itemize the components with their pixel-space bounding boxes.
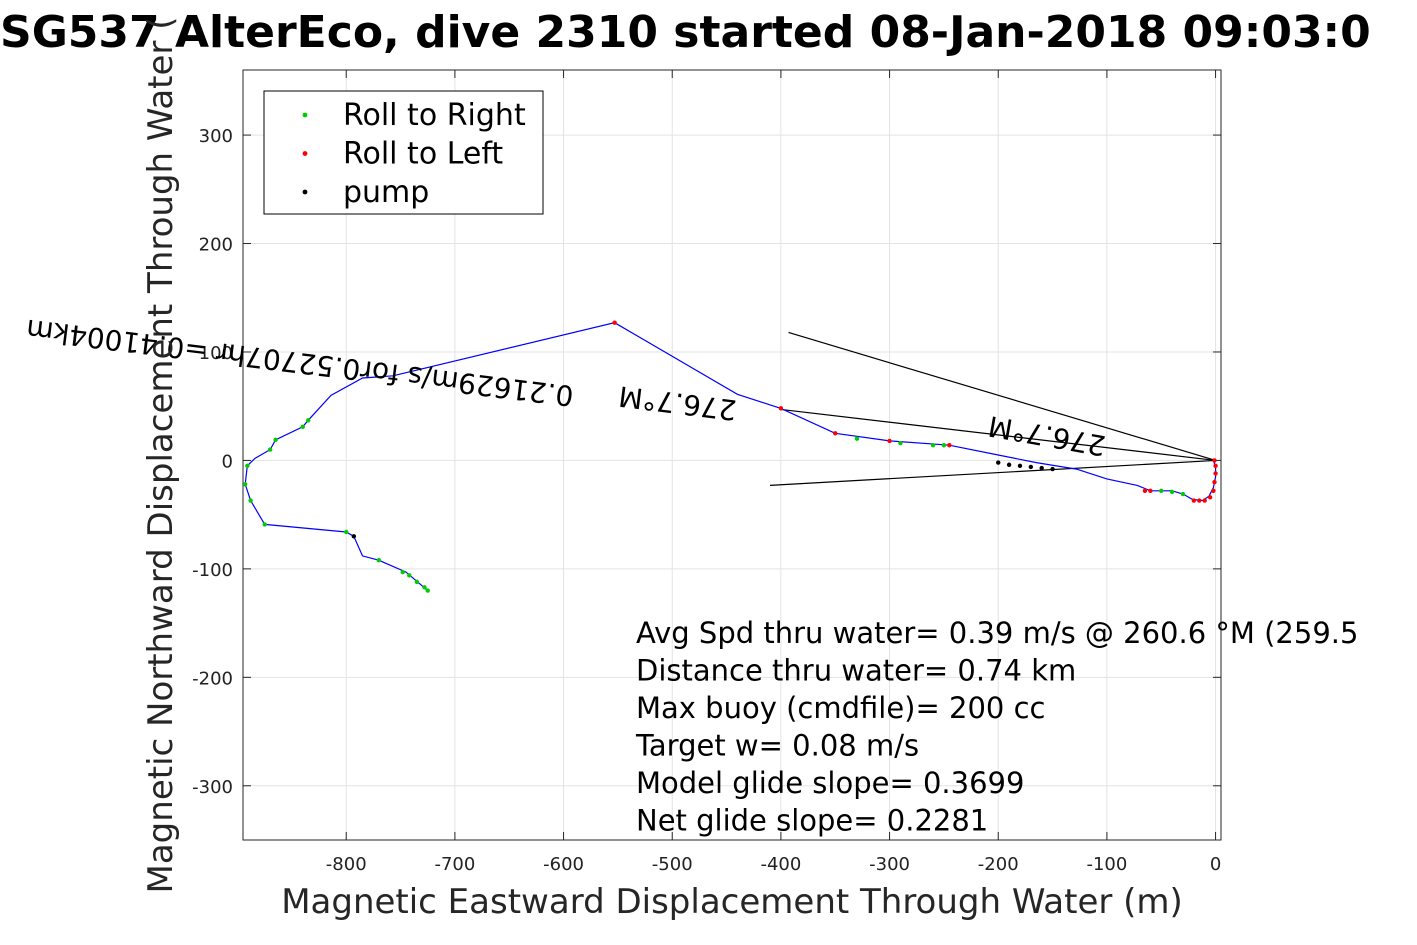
roll-right-marker bbox=[262, 522, 267, 527]
legend-marker bbox=[302, 189, 308, 195]
roll-right-marker bbox=[1180, 491, 1186, 497]
roll-right-marker bbox=[306, 418, 311, 423]
y-tick-label: -300 bbox=[192, 777, 233, 798]
heading-annotation: 276.7°M bbox=[986, 409, 1108, 462]
x-tick-label: -800 bbox=[326, 854, 367, 875]
markers-layer bbox=[242, 320, 1218, 593]
x-tick-label: -400 bbox=[760, 854, 801, 875]
y-tick-label: 100 bbox=[199, 343, 233, 364]
pump-marker bbox=[1028, 464, 1034, 470]
x-tick-label: -600 bbox=[543, 854, 584, 875]
roll-left-marker bbox=[1202, 498, 1207, 503]
x-tick-label: -200 bbox=[978, 854, 1019, 875]
roll-right-marker bbox=[1159, 488, 1164, 493]
x-axis-label: Magnetic Eastward Displacement Through W… bbox=[281, 882, 1183, 922]
roll-left-marker bbox=[1142, 488, 1148, 493]
y-tick-label: 0 bbox=[222, 451, 233, 472]
roll-left-marker bbox=[612, 320, 617, 325]
roll-left-marker bbox=[1211, 488, 1216, 493]
roll-left-marker bbox=[887, 438, 892, 444]
x-tick-label: -700 bbox=[434, 854, 475, 875]
stat-line: Net glide slope= 0.2281 bbox=[636, 804, 988, 838]
stat-line: Model glide slope= 0.3699 bbox=[636, 766, 1024, 800]
roll-right-marker bbox=[425, 588, 430, 593]
roll-right-marker bbox=[400, 569, 405, 575]
stat-line: Avg Spd thru water= 0.39 m/s @ 260.6 °M … bbox=[636, 616, 1358, 650]
roll-right-marker bbox=[898, 440, 903, 446]
roll-right-marker bbox=[407, 573, 412, 578]
roll-right-marker bbox=[422, 585, 427, 590]
roll-left-marker bbox=[1212, 458, 1217, 463]
y-tick-label: -100 bbox=[192, 560, 233, 581]
grid-lines bbox=[243, 70, 1221, 840]
roll-left-marker bbox=[1213, 471, 1218, 476]
roll-left-marker bbox=[1148, 488, 1153, 493]
roll-right-marker bbox=[242, 482, 248, 487]
tick-labels: -800 -700 -600 -500 -400 -300 -200 -100 0 300 200 1… bbox=[192, 70, 1221, 875]
x-tick-label: -300 bbox=[869, 854, 910, 875]
legend-marker bbox=[302, 151, 308, 156]
x-tick-label: -100 bbox=[1086, 854, 1127, 875]
roll-right-marker bbox=[376, 557, 382, 563]
legend-marker bbox=[302, 112, 308, 118]
heading-reference-line bbox=[788, 331, 1216, 461]
heading-reference-line bbox=[780, 408, 1216, 462]
y-tick-label: 300 bbox=[199, 126, 233, 147]
pump-marker bbox=[351, 534, 357, 539]
roll-right-marker bbox=[1169, 489, 1175, 495]
roll-right-marker bbox=[930, 443, 936, 448]
roll-right-marker bbox=[273, 437, 278, 443]
stats-text: Avg Spd thru water= 0.39 m/s @ 260.6 °M … bbox=[635, 616, 1358, 838]
roll-left-marker bbox=[833, 431, 838, 436]
roll-right-marker bbox=[267, 447, 273, 452]
legend-entry: Roll to Right bbox=[343, 98, 526, 133]
roll-left-marker bbox=[1207, 495, 1213, 500]
roll-right-marker bbox=[344, 529, 349, 535]
heading-annotation: 276.7°M bbox=[617, 379, 738, 426]
roll-right-marker bbox=[414, 579, 420, 585]
roll-right-marker bbox=[248, 498, 253, 503]
pump-marker bbox=[996, 460, 1001, 465]
annotations-layer: 276.7°M 0.21629m/s for0.52707hr =0.41004k… bbox=[24, 313, 1108, 463]
axes-box bbox=[242, 69, 1222, 841]
roll-right-marker bbox=[941, 443, 947, 448]
y-tick-label: 200 bbox=[199, 235, 233, 256]
x-tick-label: -500 bbox=[652, 854, 693, 875]
pump-marker bbox=[1017, 463, 1023, 469]
roll-right-marker bbox=[854, 436, 860, 441]
x-tick-label: 0 bbox=[1210, 854, 1221, 875]
roll-right-marker bbox=[300, 424, 305, 430]
legend-entry: Roll to Left bbox=[343, 137, 503, 172]
roll-left-marker bbox=[1212, 479, 1217, 485]
roll-left-marker bbox=[1213, 463, 1218, 469]
legend-box bbox=[263, 90, 544, 215]
pump-marker bbox=[1050, 466, 1055, 472]
chart-title: SG537 AlterEco, dive 2310 started 08-Jan… bbox=[0, 7, 1371, 58]
heading-reference-line bbox=[769, 459, 1216, 486]
stat-line: Target w= 0.08 m/s bbox=[635, 729, 919, 763]
heading-annotation: 0.21629m/s for0.52707hr =0.41004km bbox=[24, 313, 575, 413]
roll-left-marker bbox=[1191, 498, 1197, 503]
roll-right-marker bbox=[245, 463, 250, 469]
roll-left-marker bbox=[1197, 498, 1202, 503]
stat-line: Max buoy (cmdfile)= 200 cc bbox=[636, 691, 1045, 725]
roll-left-marker bbox=[778, 406, 784, 411]
stat-line: Distance thru water= 0.74 km bbox=[636, 654, 1076, 688]
legend-entry: pump bbox=[343, 175, 429, 210]
y-axis-label: Magnetic Northward Displacement Through … bbox=[141, 17, 181, 894]
pump-marker bbox=[1039, 465, 1044, 471]
y-tick-label: -200 bbox=[192, 668, 233, 689]
pump-marker bbox=[1006, 462, 1012, 467]
roll-left-marker bbox=[947, 443, 952, 448]
